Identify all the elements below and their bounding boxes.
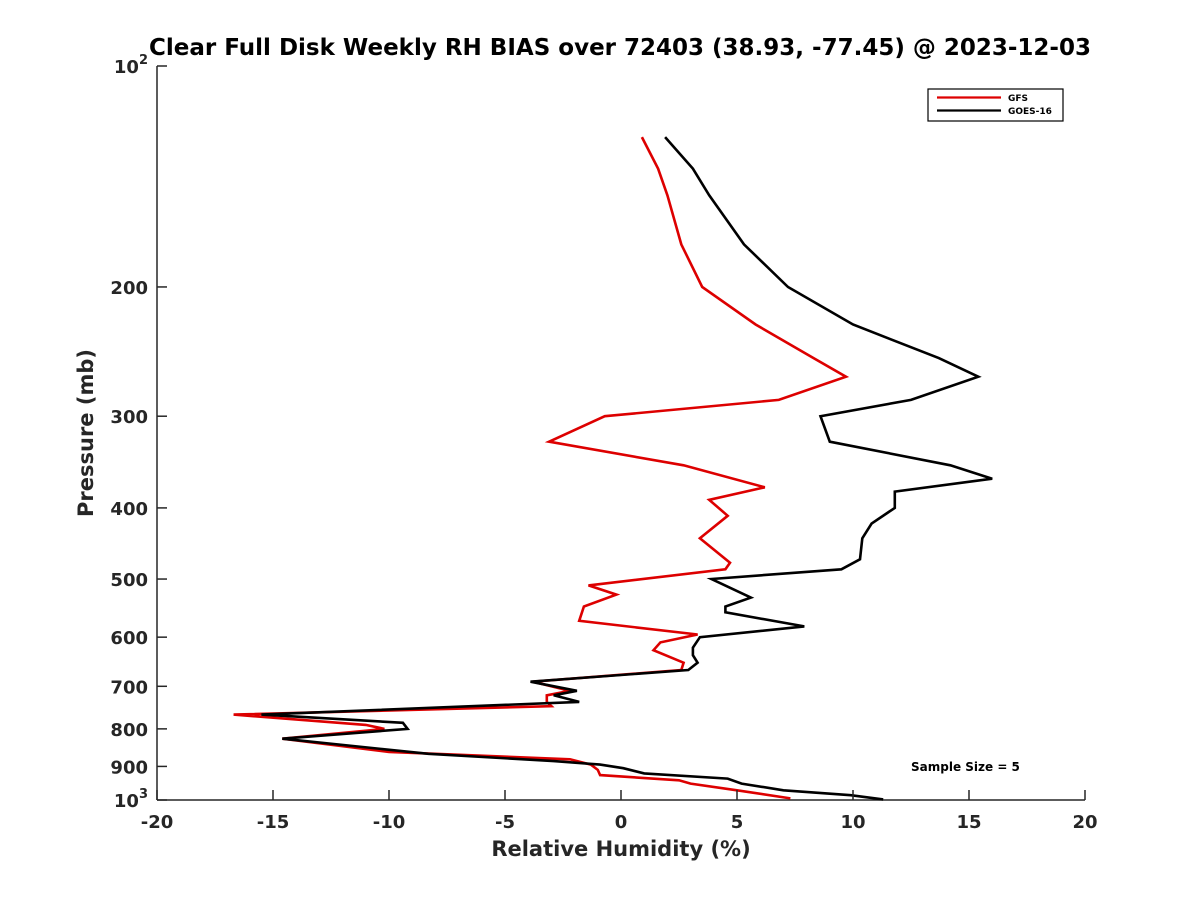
y-tick-label: 500	[110, 570, 148, 591]
x-tick-label: 0	[615, 812, 628, 833]
plot-area	[156, 66, 1085, 801]
x-axis-ticks: -20 -15 -10 -5 0 5 10 15 20	[141, 790, 1098, 833]
x-tick-label: 20	[1072, 812, 1097, 833]
y-tick-label: 300	[110, 407, 148, 428]
y-axis-ticks: 102 200 300 400 500 600 700 800 900 103	[110, 53, 167, 812]
legend-label-gfs: GFS	[1008, 94, 1028, 104]
x-tick-label: -10	[373, 812, 406, 833]
y-tick-label: 400	[110, 499, 148, 520]
legend-label-goes16: GOES-16	[1008, 107, 1052, 117]
x-tick-label: -20	[141, 812, 174, 833]
legend: GFS GOES-16	[927, 88, 1064, 122]
y-tick-label: 700	[110, 677, 148, 698]
x-tick-label: 5	[731, 812, 744, 833]
x-tick-label: -5	[495, 812, 515, 833]
y-tick-label: 103	[114, 787, 148, 812]
y-tick-label: 600	[110, 628, 148, 649]
series-line-goes16	[261, 136, 993, 801]
chart-title: Clear Full Disk Weekly RH BIAS over 7240…	[149, 35, 1091, 61]
x-tick-label: 10	[840, 812, 865, 833]
series-line-gfs	[233, 136, 850, 800]
y-tick-label: 800	[110, 720, 148, 741]
y-axis-label: Pressure (mb)	[74, 349, 98, 517]
x-tick-label: 15	[956, 812, 981, 833]
x-axis-label: Relative Humidity (%)	[491, 837, 750, 861]
legend-box	[927, 88, 1064, 122]
sample-size-annotation: Sample Size = 5	[911, 760, 1020, 774]
y-tick-label: 102	[114, 53, 148, 78]
x-tick-label: -15	[257, 812, 290, 833]
y-tick-label: 900	[110, 757, 148, 778]
y-tick-label: 200	[110, 278, 148, 299]
series-layer	[233, 136, 993, 801]
